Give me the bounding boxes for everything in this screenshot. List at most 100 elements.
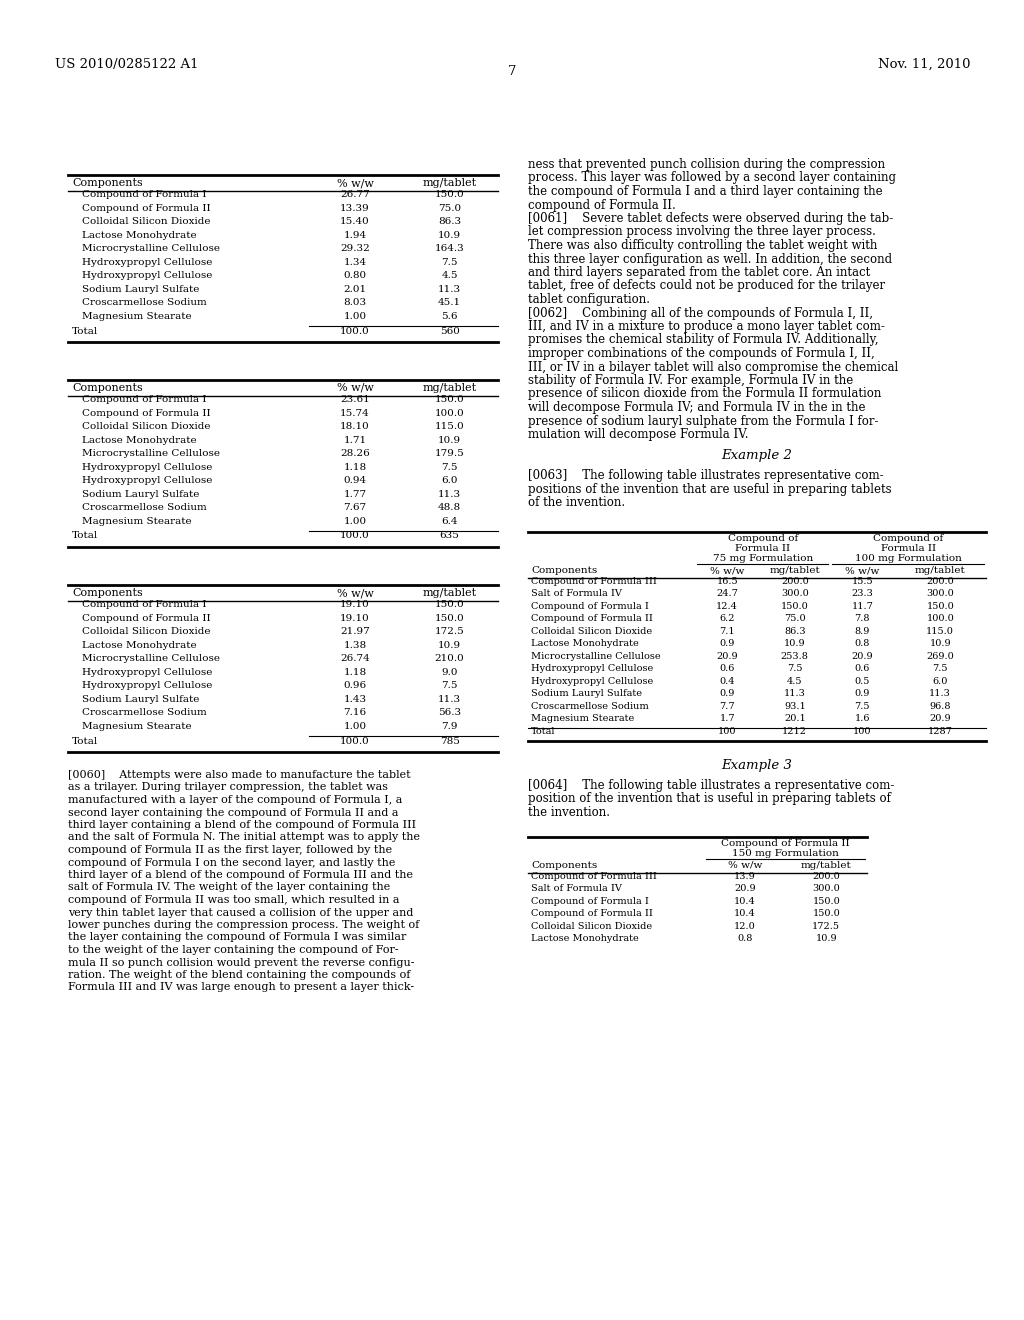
Text: 150.0: 150.0 bbox=[812, 909, 840, 919]
Text: 1.6: 1.6 bbox=[855, 714, 870, 723]
Text: Compound of Formula II: Compound of Formula II bbox=[82, 409, 211, 417]
Text: 11.3: 11.3 bbox=[438, 490, 461, 499]
Text: Compound of Formula II: Compound of Formula II bbox=[531, 614, 653, 623]
Text: 172.5: 172.5 bbox=[812, 921, 841, 931]
Text: 56.3: 56.3 bbox=[438, 709, 461, 717]
Text: Lactose Monohydrate: Lactose Monohydrate bbox=[82, 640, 197, 649]
Text: 150.0: 150.0 bbox=[435, 601, 465, 610]
Text: 8.03: 8.03 bbox=[343, 298, 367, 308]
Text: Hydroxypropyl Cellulose: Hydroxypropyl Cellulose bbox=[82, 271, 212, 280]
Text: Croscarmellose Sodium: Croscarmellose Sodium bbox=[82, 503, 207, 512]
Text: 210.0: 210.0 bbox=[435, 655, 465, 663]
Text: 11.7: 11.7 bbox=[851, 602, 873, 611]
Text: Hydroxypropyl Cellulose: Hydroxypropyl Cellulose bbox=[82, 477, 212, 486]
Text: Compound of Formula II: Compound of Formula II bbox=[82, 614, 211, 623]
Text: 0.8: 0.8 bbox=[855, 639, 870, 648]
Text: mg/tablet: mg/tablet bbox=[801, 861, 852, 870]
Text: Magnesium Stearate: Magnesium Stearate bbox=[82, 722, 191, 731]
Text: 86.3: 86.3 bbox=[784, 627, 806, 636]
Text: Total: Total bbox=[531, 727, 555, 735]
Text: % w/w: % w/w bbox=[710, 566, 744, 576]
Text: 7.5: 7.5 bbox=[855, 702, 870, 710]
Text: Sodium Lauryl Sulfate: Sodium Lauryl Sulfate bbox=[82, 490, 200, 499]
Text: Colloidal Silicon Dioxide: Colloidal Silicon Dioxide bbox=[82, 627, 211, 636]
Text: 96.8: 96.8 bbox=[930, 702, 951, 710]
Text: Sodium Lauryl Sulfate: Sodium Lauryl Sulfate bbox=[531, 689, 642, 698]
Text: 7.5: 7.5 bbox=[933, 664, 948, 673]
Text: 300.0: 300.0 bbox=[812, 884, 840, 894]
Text: 150 mg Formulation: 150 mg Formulation bbox=[732, 849, 839, 858]
Text: 11.3: 11.3 bbox=[438, 285, 461, 294]
Text: 150.0: 150.0 bbox=[927, 602, 954, 611]
Text: Compound of Formula I: Compound of Formula I bbox=[82, 601, 207, 610]
Text: 1.7: 1.7 bbox=[720, 714, 735, 723]
Text: 115.0: 115.0 bbox=[435, 422, 465, 432]
Text: 23.61: 23.61 bbox=[340, 395, 370, 404]
Text: 15.5: 15.5 bbox=[852, 577, 873, 586]
Text: 11.3: 11.3 bbox=[438, 694, 461, 704]
Text: US 2010/0285122 A1: US 2010/0285122 A1 bbox=[55, 58, 199, 71]
Text: 172.5: 172.5 bbox=[435, 627, 465, 636]
Text: 269.0: 269.0 bbox=[927, 652, 954, 661]
Text: 300.0: 300.0 bbox=[781, 589, 809, 598]
Text: Microcrystalline Cellulose: Microcrystalline Cellulose bbox=[82, 655, 220, 663]
Text: Colloidal Silicon Dioxide: Colloidal Silicon Dioxide bbox=[531, 627, 652, 636]
Text: Total: Total bbox=[72, 532, 98, 540]
Text: 100.0: 100.0 bbox=[340, 737, 370, 746]
Text: 7.5: 7.5 bbox=[441, 257, 458, 267]
Text: 150.0: 150.0 bbox=[435, 395, 465, 404]
Text: 7: 7 bbox=[508, 65, 516, 78]
Text: Colloidal Silicon Dioxide: Colloidal Silicon Dioxide bbox=[82, 218, 211, 226]
Text: Compound of Formula III: Compound of Formula III bbox=[531, 871, 656, 880]
Text: 10.4: 10.4 bbox=[734, 909, 756, 919]
Text: Colloidal Silicon Dioxide: Colloidal Silicon Dioxide bbox=[82, 422, 211, 432]
Text: 1.00: 1.00 bbox=[343, 312, 367, 321]
Text: 6.4: 6.4 bbox=[441, 516, 458, 525]
Text: [0063]    The following table illustrates representative com-: [0063] The following table illustrates r… bbox=[528, 470, 884, 483]
Text: % w/w: % w/w bbox=[728, 861, 762, 870]
Text: 7.5: 7.5 bbox=[441, 681, 458, 690]
Text: 7.1: 7.1 bbox=[720, 627, 735, 636]
Text: 20.9: 20.9 bbox=[717, 652, 738, 661]
Text: 150.0: 150.0 bbox=[435, 190, 465, 199]
Text: 0.8: 0.8 bbox=[737, 935, 753, 944]
Text: Components: Components bbox=[531, 861, 597, 870]
Text: Croscarmellose Sodium: Croscarmellose Sodium bbox=[82, 298, 207, 308]
Text: and the salt of Formula N. The initial attempt was to apply the: and the salt of Formula N. The initial a… bbox=[68, 833, 420, 842]
Text: 48.8: 48.8 bbox=[438, 503, 461, 512]
Text: third layer of a blend of the compound of Formula III and the: third layer of a blend of the compound o… bbox=[68, 870, 413, 880]
Text: Hydroxypropyl Cellulose: Hydroxypropyl Cellulose bbox=[531, 664, 653, 673]
Text: Components: Components bbox=[72, 383, 142, 393]
Text: mula II so punch collision would prevent the reverse configu-: mula II so punch collision would prevent… bbox=[68, 957, 415, 968]
Text: position of the invention that is useful in preparing tablets of: position of the invention that is useful… bbox=[528, 792, 891, 805]
Text: % w/w: % w/w bbox=[845, 566, 880, 576]
Text: the layer containing the compound of Formula I was similar: the layer containing the compound of For… bbox=[68, 932, 407, 942]
Text: very thin tablet layer that caused a collision of the upper and: very thin tablet layer that caused a col… bbox=[68, 908, 414, 917]
Text: 0.4: 0.4 bbox=[720, 677, 735, 686]
Text: Hydroxypropyl Cellulose: Hydroxypropyl Cellulose bbox=[82, 257, 212, 267]
Text: 19.10: 19.10 bbox=[340, 614, 370, 623]
Text: this three layer configuration as well. In addition, the second: this three layer configuration as well. … bbox=[528, 252, 892, 265]
Text: 1287: 1287 bbox=[928, 727, 952, 735]
Text: 75.0: 75.0 bbox=[438, 203, 461, 213]
Text: Formula II: Formula II bbox=[881, 544, 936, 553]
Text: Compound of: Compound of bbox=[873, 535, 943, 543]
Text: 635: 635 bbox=[439, 532, 460, 540]
Text: Hydroxypropyl Cellulose: Hydroxypropyl Cellulose bbox=[531, 677, 653, 686]
Text: 23.3: 23.3 bbox=[851, 589, 873, 598]
Text: Total: Total bbox=[72, 326, 98, 335]
Text: Compound of Formula III: Compound of Formula III bbox=[531, 577, 656, 586]
Text: 1.00: 1.00 bbox=[343, 516, 367, 525]
Text: 115.0: 115.0 bbox=[927, 627, 954, 636]
Text: Lactose Monohydrate: Lactose Monohydrate bbox=[82, 436, 197, 445]
Text: 16.5: 16.5 bbox=[717, 577, 738, 586]
Text: 0.94: 0.94 bbox=[343, 477, 367, 486]
Text: mg/tablet: mg/tablet bbox=[423, 383, 477, 393]
Text: 18.10: 18.10 bbox=[340, 422, 370, 432]
Text: 560: 560 bbox=[439, 326, 460, 335]
Text: third layer containing a blend of the compound of Formula III: third layer containing a blend of the co… bbox=[68, 820, 416, 830]
Text: 1.00: 1.00 bbox=[343, 722, 367, 731]
Text: process. This layer was followed by a second layer containing: process. This layer was followed by a se… bbox=[528, 172, 896, 185]
Text: Compound of Formula II: Compound of Formula II bbox=[82, 203, 211, 213]
Text: 11.3: 11.3 bbox=[783, 689, 806, 698]
